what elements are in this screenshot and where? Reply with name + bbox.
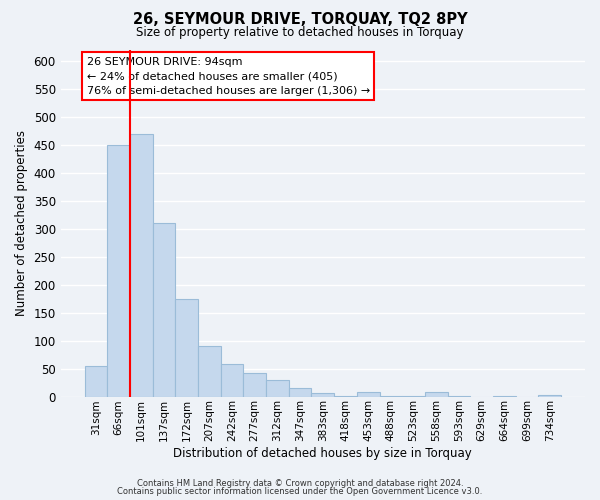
Text: 26, SEYMOUR DRIVE, TORQUAY, TQ2 8PY: 26, SEYMOUR DRIVE, TORQUAY, TQ2 8PY [133, 12, 467, 28]
Text: 26 SEYMOUR DRIVE: 94sqm
← 24% of detached houses are smaller (405)
76% of semi-d: 26 SEYMOUR DRIVE: 94sqm ← 24% of detache… [87, 56, 370, 96]
Bar [85, 366, 107, 396]
Bar [152, 224, 175, 396]
Bar [175, 298, 198, 396]
Text: Size of property relative to detached houses in Torquay: Size of property relative to detached ho… [136, 26, 464, 39]
Bar [357, 392, 380, 396]
Bar [289, 388, 311, 396]
Bar [266, 380, 289, 396]
Text: Contains HM Land Registry data © Crown copyright and database right 2024.: Contains HM Land Registry data © Crown c… [137, 478, 463, 488]
X-axis label: Distribution of detached houses by size in Torquay: Distribution of detached houses by size … [173, 447, 472, 460]
Bar [107, 145, 130, 397]
Bar [311, 392, 334, 396]
Bar [130, 134, 152, 396]
Bar [198, 346, 221, 397]
Text: Contains public sector information licensed under the Open Government Licence v3: Contains public sector information licen… [118, 487, 482, 496]
Bar [425, 392, 448, 396]
Y-axis label: Number of detached properties: Number of detached properties [15, 130, 28, 316]
Bar [244, 373, 266, 396]
Bar [221, 364, 244, 396]
